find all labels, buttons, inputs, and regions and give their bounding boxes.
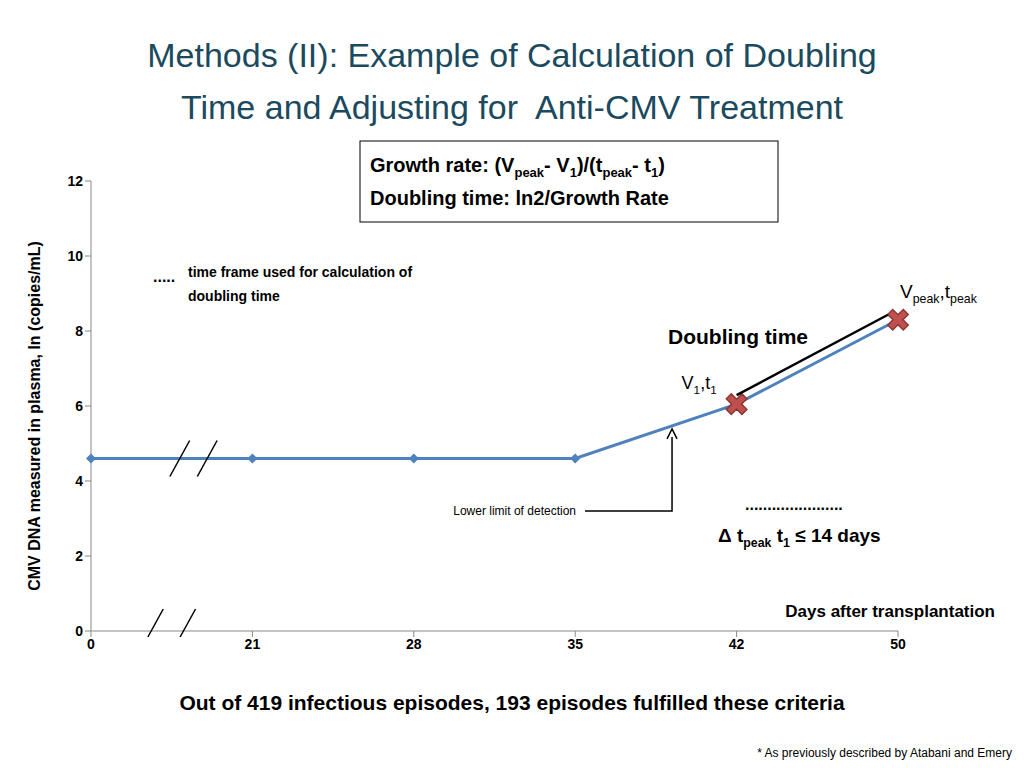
svg-text:6: 6	[75, 398, 83, 414]
svg-text:Δ tpeak t1 ≤ 14 days: Δ tpeak t1 ≤ 14 days	[718, 525, 881, 550]
svg-text:V1,t1: V1,t1	[682, 373, 717, 396]
svg-text:doubling time: doubling time	[188, 288, 280, 304]
svg-text:35: 35	[567, 636, 583, 652]
svg-text:* As previously described by A: * As previously described by Atabani and…	[757, 746, 1012, 760]
svg-text:12: 12	[67, 173, 83, 189]
svg-text:28: 28	[406, 636, 422, 652]
svg-text:50: 50	[890, 636, 906, 652]
svg-text:21: 21	[245, 636, 261, 652]
svg-text:Vpeak,tpeak: Vpeak,tpeak	[900, 281, 978, 306]
svg-text:2: 2	[75, 548, 83, 564]
svg-text:Days after transplantation: Days after transplantation	[785, 602, 995, 621]
svg-text:.....: .....	[153, 268, 175, 285]
svg-text:Methods (II): Example of Calcu: Methods (II): Example of Calculation of …	[147, 36, 876, 74]
svg-text:10: 10	[67, 248, 83, 264]
svg-text:Time and Adjusting for Anti-C: Time and Adjusting for Anti-CMV Treatmen…	[181, 88, 844, 126]
svg-text:Doubling time: ln2/Growth Rate: Doubling time: ln2/Growth Rate	[370, 187, 669, 209]
svg-text:0: 0	[75, 623, 83, 639]
svg-text:42: 42	[729, 636, 745, 652]
svg-text:0: 0	[87, 636, 95, 652]
svg-text:time frame used for calculatio: time frame used for calculation of	[188, 264, 412, 280]
svg-text:Out of 419 infectious episodes: Out of 419 infectious episodes, 193 epis…	[179, 691, 845, 714]
svg-text:Growth rate: (Vpeak- V1)/(tpea: Growth rate: (Vpeak- V1)/(tpeak- t1)	[370, 154, 665, 180]
svg-text:......................: ......................	[745, 496, 843, 513]
svg-text:8: 8	[75, 323, 83, 339]
svg-text:CMV DNA measured in plasma, ln: CMV DNA measured in plasma, ln (copies/m…	[26, 241, 43, 591]
svg-text:Doubling time: Doubling time	[668, 325, 808, 348]
svg-text:Lower limit of detection: Lower limit of detection	[453, 504, 576, 518]
svg-text:4: 4	[75, 473, 83, 489]
